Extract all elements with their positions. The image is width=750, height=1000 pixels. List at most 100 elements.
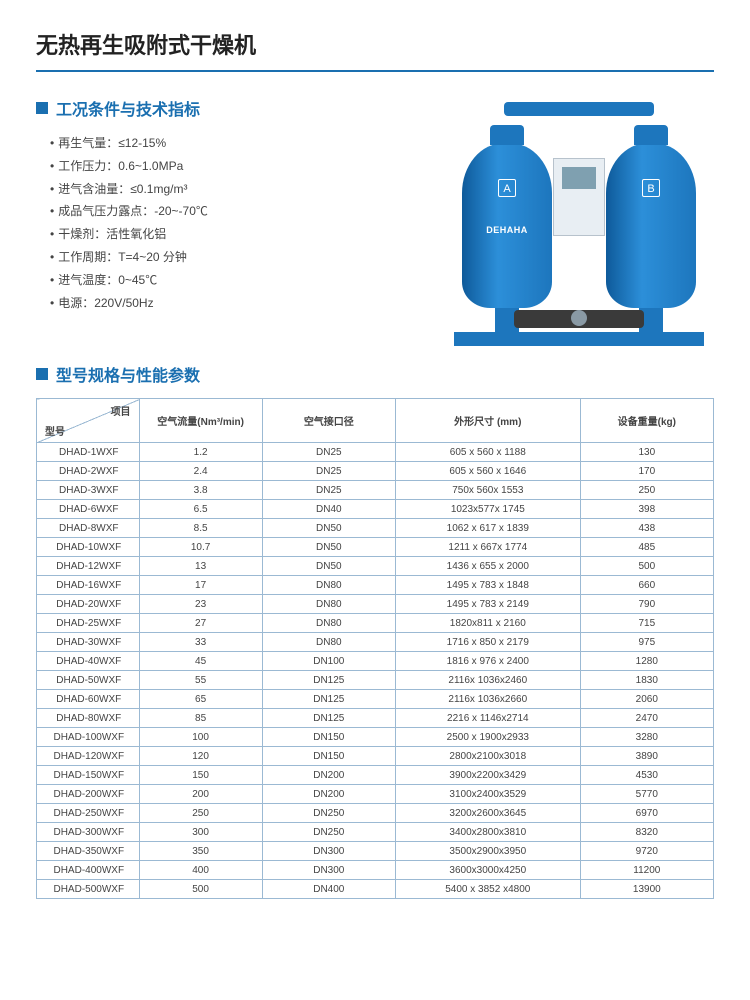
table-row: DHAD-500WXF500DN4005400 x 3852 x48001390…: [37, 880, 714, 899]
cell-value: 170: [580, 462, 713, 481]
cell-value: 120: [139, 747, 262, 766]
cell-value: DN50: [262, 538, 395, 557]
diag-header-cell: 项目 型号: [37, 399, 140, 443]
cell-value: 11200: [580, 861, 713, 880]
cell-value: DN125: [262, 709, 395, 728]
cell-value: 150: [139, 766, 262, 785]
cell-value: 605 x 560 x 1188: [395, 443, 580, 462]
specs-table: 项目 型号 空气流量(Nm³/min) 空气接口径 外形尺寸 (mm) 设备重量…: [36, 398, 714, 899]
cell-model: DHAD-150WXF: [37, 766, 140, 785]
spec-item: 成品气压力露点：-20~-70℃: [50, 200, 416, 223]
control-panel: [553, 158, 605, 236]
cell-value: DN80: [262, 614, 395, 633]
spec-item: 进气温度：0~45℃: [50, 269, 416, 292]
table-row: DHAD-300WXF300DN2503400x2800x38108320: [37, 823, 714, 842]
page-title: 无热再生吸附式干燥机: [36, 28, 714, 72]
cell-value: DN200: [262, 785, 395, 804]
cell-value: 1820x811 x 2160: [395, 614, 580, 633]
cell-value: 3900x2200x3429: [395, 766, 580, 785]
table-body: DHAD-1WXF1.2DN25605 x 560 x 1188130DHAD-…: [37, 443, 714, 899]
cell-value: 350: [139, 842, 262, 861]
cell-value: 45: [139, 652, 262, 671]
cell-value: DN80: [262, 576, 395, 595]
base-frame: [454, 332, 704, 346]
cell-value: 3400x2800x3810: [395, 823, 580, 842]
cell-value: DN100: [262, 652, 395, 671]
spec-item: 再生气量：≤12-15%: [50, 132, 416, 155]
table-row: DHAD-50WXF55DN1252116x 1036x24601830: [37, 671, 714, 690]
tank-brand-label: DEHAHA: [462, 225, 552, 235]
cell-value: 3.8: [139, 481, 262, 500]
cell-value: 300: [139, 823, 262, 842]
cell-value: 3600x3000x4250: [395, 861, 580, 880]
cell-value: 4530: [580, 766, 713, 785]
table-title-label: 型号规格与性能参数: [56, 362, 200, 386]
table-row: DHAD-8WXF8.5DN501062 x 617 x 1839438: [37, 519, 714, 538]
cell-value: 100: [139, 728, 262, 747]
cell-value: 3890: [580, 747, 713, 766]
valve-icon: [571, 310, 587, 326]
col-size: 外形尺寸 (mm): [395, 399, 580, 443]
table-row: DHAD-350WXF350DN3003500x2900x39509720: [37, 842, 714, 861]
cell-model: DHAD-350WXF: [37, 842, 140, 861]
cell-value: 790: [580, 595, 713, 614]
table-row: DHAD-20WXF23DN801495 x 783 x 2149790: [37, 595, 714, 614]
cell-value: DN150: [262, 747, 395, 766]
cell-value: 13900: [580, 880, 713, 899]
table-row: DHAD-12WXF13DN501436 x 655 x 2000500: [37, 557, 714, 576]
cell-model: DHAD-80WXF: [37, 709, 140, 728]
table-header-row: 项目 型号 空气流量(Nm³/min) 空气接口径 外形尺寸 (mm) 设备重量…: [37, 399, 714, 443]
table-row: DHAD-10WXF10.7DN501211 x 667x 1774485: [37, 538, 714, 557]
cell-value: 485: [580, 538, 713, 557]
spec-item: 工作周期：T=4~20 分钟: [50, 246, 416, 269]
table-row: DHAD-200WXF200DN2003100x2400x35295770: [37, 785, 714, 804]
cell-value: 2060: [580, 690, 713, 709]
spec-item: 工作压力：0.6~1.0MPa: [50, 155, 416, 178]
cell-value: DN50: [262, 557, 395, 576]
cell-model: DHAD-3WXF: [37, 481, 140, 500]
cell-value: 715: [580, 614, 713, 633]
cell-value: 500: [580, 557, 713, 576]
cell-value: 8.5: [139, 519, 262, 538]
cell-value: DN250: [262, 804, 395, 823]
cell-model: DHAD-100WXF: [37, 728, 140, 747]
cell-model: DHAD-500WXF: [37, 880, 140, 899]
cell-value: 65: [139, 690, 262, 709]
cell-value: 438: [580, 519, 713, 538]
table-section-title: 型号规格与性能参数: [36, 362, 714, 386]
table-row: DHAD-30WXF33DN801716 x 850 x 2179975: [37, 633, 714, 652]
cell-model: DHAD-12WXF: [37, 557, 140, 576]
top-pipe-link: [504, 102, 654, 116]
cell-value: DN25: [262, 481, 395, 500]
table-row: DHAD-6WXF6.5DN401023x577x 1745398: [37, 500, 714, 519]
control-screen: [562, 167, 596, 189]
cell-value: DN40: [262, 500, 395, 519]
cell-model: DHAD-30WXF: [37, 633, 140, 652]
cell-model: DHAD-50WXF: [37, 671, 140, 690]
cell-model: DHAD-2WXF: [37, 462, 140, 481]
cell-value: 750x 560x 1553: [395, 481, 580, 500]
cell-value: 975: [580, 633, 713, 652]
product-image: A DEHAHA B: [444, 96, 714, 346]
cell-model: DHAD-8WXF: [37, 519, 140, 538]
cell-value: 250: [139, 804, 262, 823]
cell-value: 55: [139, 671, 262, 690]
cell-value: DN125: [262, 671, 395, 690]
table-row: DHAD-80WXF85DN1252216 x 1146x27142470: [37, 709, 714, 728]
spec-item: 电源：220V/50Hz: [50, 292, 416, 315]
cell-value: DN150: [262, 728, 395, 747]
cell-value: DN300: [262, 842, 395, 861]
cell-value: 85: [139, 709, 262, 728]
table-row: DHAD-3WXF3.8DN25750x 560x 1553250: [37, 481, 714, 500]
cell-value: DN300: [262, 861, 395, 880]
cell-value: DN50: [262, 519, 395, 538]
cell-value: 250: [580, 481, 713, 500]
cell-value: 23: [139, 595, 262, 614]
tank-tag-a: A: [498, 179, 516, 197]
cell-model: DHAD-200WXF: [37, 785, 140, 804]
cell-value: 1436 x 655 x 2000: [395, 557, 580, 576]
cell-value: 1816 x 976 x 2400: [395, 652, 580, 671]
cell-value: 500: [139, 880, 262, 899]
table-row: DHAD-16WXF17DN801495 x 783 x 1848660: [37, 576, 714, 595]
cell-model: DHAD-1WXF: [37, 443, 140, 462]
